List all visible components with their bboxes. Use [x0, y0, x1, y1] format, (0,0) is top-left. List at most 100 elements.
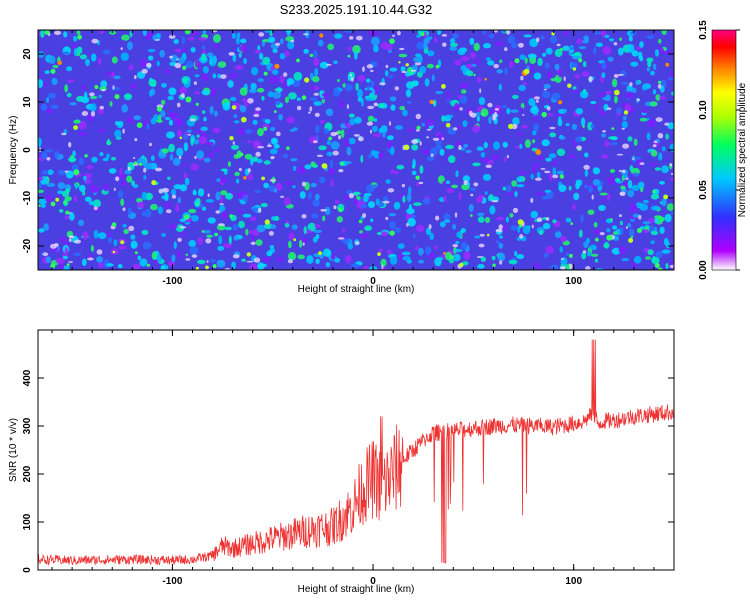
- heatmap-cell: [481, 112, 485, 116]
- heatmap-cell: [349, 36, 354, 40]
- colorbar-tick-label: 0.05: [698, 180, 709, 200]
- heatmap-cell: [517, 132, 523, 136]
- heatmap-cell: [485, 57, 491, 61]
- heatmap-cell: [621, 120, 628, 129]
- heatmap-cell: [542, 222, 551, 230]
- heatmap-cell: [257, 146, 265, 149]
- heatmap-cell: [264, 219, 270, 225]
- heatmap-cell: [522, 225, 531, 235]
- heatmap-cell: [605, 94, 611, 102]
- heatmap-cell: [422, 198, 431, 205]
- heatmap-cell: [338, 169, 344, 173]
- heatmap-cell: [425, 227, 431, 235]
- heatmap-cell: [148, 79, 157, 87]
- heatmap-cell: [106, 138, 111, 146]
- heatmap-cell: [96, 256, 104, 263]
- heatmap-cell: [520, 107, 524, 112]
- heatmap-cell: [179, 226, 187, 229]
- heatmap-cell: [446, 188, 455, 194]
- heatmap-cell: [141, 210, 147, 217]
- heatmap-cell: [639, 41, 644, 48]
- heatmap-cell: [321, 163, 328, 169]
- heatmap-cell: [299, 191, 306, 199]
- heatmap-cell: [166, 209, 172, 214]
- heatmap-cell: [261, 40, 265, 47]
- heatmap-cell: [372, 30, 378, 37]
- y-tick-label: 20: [22, 48, 33, 60]
- heatmap-cell: [266, 250, 273, 257]
- heatmap-cell: [576, 145, 582, 150]
- heatmap-cell: [460, 82, 469, 89]
- heatmap-cell: [601, 133, 606, 138]
- heatmap-cell: [215, 191, 221, 201]
- heatmap-cell: [661, 30, 667, 35]
- heatmap-cell: [426, 155, 435, 161]
- heatmap-cell: [388, 121, 392, 126]
- heatmap-cell: [575, 181, 580, 190]
- heatmap-cell: [81, 111, 89, 116]
- heatmap-cell: [301, 181, 306, 187]
- heatmap-cell: [52, 64, 59, 69]
- heatmap-cell: [532, 164, 537, 174]
- heatmap-cell: [664, 213, 672, 223]
- heatmap-cell: [148, 55, 154, 61]
- heatmap-cell: [212, 264, 217, 269]
- heatmap-cell: [80, 96, 90, 104]
- heatmap-cell: [506, 192, 514, 196]
- heatmap-cell: [393, 201, 401, 210]
- heatmap-cell: [213, 44, 219, 49]
- heatmap-cell: [445, 180, 450, 184]
- heatmap-cell: [65, 170, 74, 179]
- heatmap-cell: [38, 177, 44, 181]
- heatmap-cell: [556, 113, 563, 118]
- heatmap-cell: [572, 204, 576, 211]
- heatmap-cell: [621, 81, 629, 85]
- heatmap-cell: [202, 30, 207, 34]
- heatmap-cell: [112, 85, 115, 90]
- heatmap-cell: [402, 256, 411, 261]
- heatmap-cell: [309, 53, 313, 58]
- heatmap-cell: [506, 185, 512, 193]
- heatmap-cell: [89, 95, 98, 100]
- heatmap-cell: [536, 217, 543, 222]
- heatmap-cell: [296, 97, 301, 101]
- heatmap-cell: [78, 120, 87, 130]
- heatmap-cell: [227, 161, 231, 168]
- heatmap-cell: [264, 223, 273, 230]
- heatmap-cell: [193, 91, 201, 95]
- heatmap-cell: [544, 189, 551, 193]
- heatmap-cell: [417, 54, 423, 64]
- heatmap-cell: [314, 224, 321, 228]
- heatmap-cell: [105, 72, 112, 76]
- heatmap-cell: [286, 81, 291, 87]
- heatmap-cell: [179, 218, 186, 223]
- heatmap-cell: [498, 242, 504, 249]
- heatmap-cell: [533, 96, 541, 100]
- heatmap-cell: [92, 199, 101, 208]
- heatmap-cell: [77, 34, 82, 40]
- heatmap-cell: [334, 258, 341, 263]
- heatmap-cell: [270, 156, 275, 160]
- heatmap-cell: [482, 173, 492, 181]
- heatmap-cell: [115, 176, 120, 182]
- heatmap-cell: [195, 102, 199, 106]
- heatmap-cell: [582, 250, 587, 254]
- heatmap-cell: [642, 221, 651, 225]
- heatmap-cell: [510, 109, 519, 113]
- heatmap-cell: [625, 177, 629, 180]
- heatmap-ylabel: Frequency (Hz): [8, 116, 19, 185]
- heatmap-cell: [559, 174, 565, 179]
- heatmap-cell: [242, 213, 252, 218]
- heatmap-cell: [203, 116, 207, 122]
- heatmap-cell: [68, 238, 72, 243]
- heatmap-cell: [557, 118, 563, 127]
- heatmap-cell: [396, 164, 405, 170]
- heatmap-cell: [190, 215, 199, 222]
- heatmap-cell: [229, 214, 233, 218]
- heatmap-cell: [420, 32, 425, 36]
- heatmap-cell: [220, 74, 227, 79]
- heatmap-cell: [51, 77, 58, 86]
- y-tick-label: 100: [22, 513, 33, 530]
- heatmap-cell: [255, 151, 261, 157]
- heatmap-cell: [318, 251, 322, 256]
